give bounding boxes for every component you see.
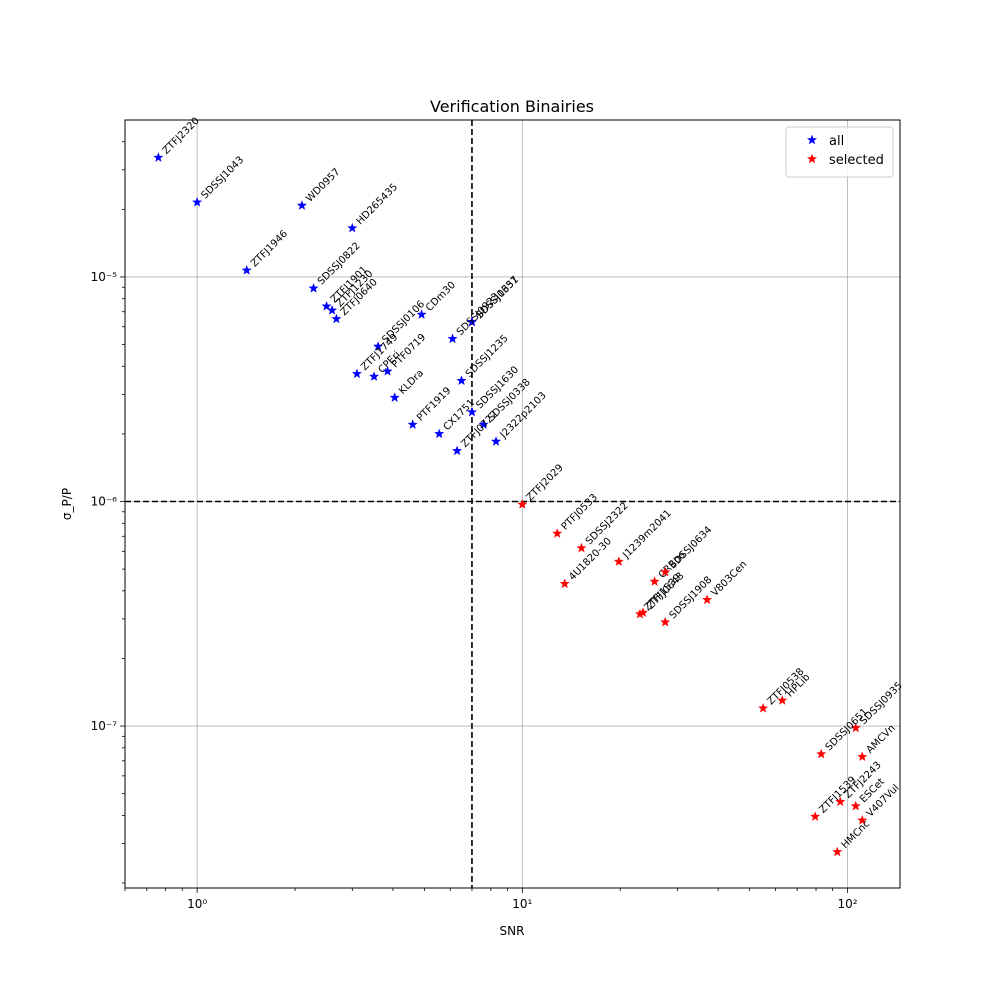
axis-ticks: 10⁰ 10¹ 10² 10⁻⁷ 10⁻⁶ 10⁻⁵ xyxy=(91,270,858,911)
reference-lines xyxy=(125,120,900,888)
data-point xyxy=(241,264,252,275)
data-point xyxy=(816,748,827,759)
legend-marker xyxy=(806,153,818,164)
data-point xyxy=(466,316,478,327)
data-point xyxy=(434,428,445,439)
y-tick-label: 10⁻⁵ xyxy=(91,270,118,284)
data-point xyxy=(857,751,868,762)
data-point xyxy=(850,722,861,733)
data-point xyxy=(637,607,649,617)
data-point xyxy=(576,542,587,553)
data-point xyxy=(810,811,821,821)
data-point xyxy=(382,365,393,376)
data-point xyxy=(559,578,570,589)
data-point xyxy=(451,445,463,456)
data-point xyxy=(660,616,671,627)
y-tick-label: 10⁻⁶ xyxy=(91,494,118,508)
data-point xyxy=(416,309,427,319)
data-point xyxy=(351,368,363,379)
data-point xyxy=(835,796,846,807)
data-point xyxy=(850,800,861,811)
data-point xyxy=(192,196,203,207)
data-point xyxy=(308,282,319,293)
data-point xyxy=(613,556,624,566)
x-tick-label: 10⁰ xyxy=(187,897,207,911)
data-point xyxy=(368,371,380,381)
legend-marker xyxy=(806,134,818,145)
data-point xyxy=(701,594,713,605)
data-point xyxy=(857,815,868,825)
data-point xyxy=(478,419,489,429)
data-point xyxy=(517,499,528,509)
data-point xyxy=(153,152,164,162)
x-tick-label: 10¹ xyxy=(512,897,532,911)
data-point xyxy=(321,300,332,311)
data-point xyxy=(552,528,563,538)
chart-title: Verification Binairies xyxy=(430,97,594,116)
data-point xyxy=(331,313,342,324)
data-point xyxy=(832,846,843,857)
data-point xyxy=(456,375,467,386)
data-point xyxy=(649,576,660,586)
y-tick-label: 10⁻⁷ xyxy=(91,719,118,733)
data-point xyxy=(296,200,308,210)
x-tick-label: 10² xyxy=(837,897,857,911)
legend-label: all xyxy=(829,134,844,149)
legend-label: selected xyxy=(829,153,884,168)
data-point xyxy=(660,566,671,577)
data-point xyxy=(490,436,502,446)
data-point xyxy=(326,304,338,315)
data-point xyxy=(347,222,358,233)
data-point xyxy=(389,392,400,403)
data-point xyxy=(466,406,478,417)
plot-frame xyxy=(124,119,901,889)
data-point xyxy=(407,419,418,429)
x-axis-label: SNR xyxy=(500,924,525,938)
data-point xyxy=(447,333,458,344)
data-point xyxy=(777,695,788,705)
y-axis-label: σ_P/P xyxy=(60,488,74,520)
legend: all selected xyxy=(785,126,894,178)
data-point xyxy=(757,702,769,713)
data-point xyxy=(372,341,384,351)
